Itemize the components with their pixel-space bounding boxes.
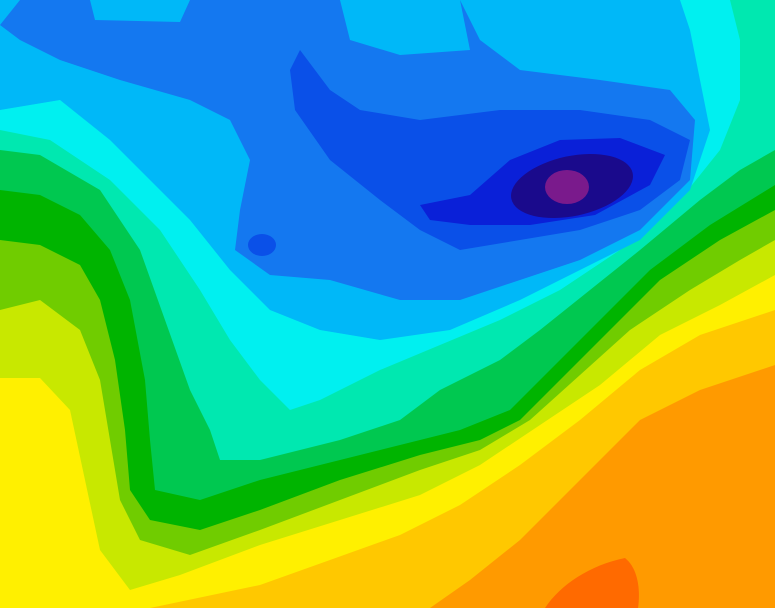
level-purple	[545, 170, 589, 204]
level-blue	[248, 234, 276, 256]
level-dark-orange	[545, 558, 639, 608]
